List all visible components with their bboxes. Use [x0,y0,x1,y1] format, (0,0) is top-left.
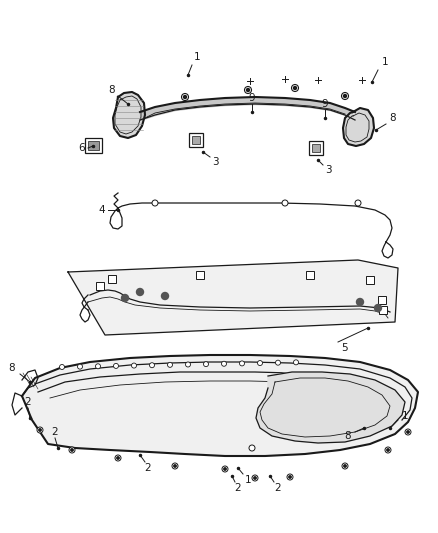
Circle shape [249,445,255,451]
Circle shape [343,94,346,98]
Circle shape [292,85,299,92]
Circle shape [252,475,258,481]
Circle shape [152,200,158,206]
FancyBboxPatch shape [88,141,99,150]
Circle shape [222,361,226,366]
FancyBboxPatch shape [309,141,323,155]
Text: 5: 5 [342,343,348,353]
FancyBboxPatch shape [192,136,200,144]
Polygon shape [68,260,398,335]
Circle shape [121,295,128,302]
Circle shape [115,455,121,461]
Text: 2: 2 [25,397,31,407]
Circle shape [276,360,280,365]
Circle shape [224,468,226,470]
Polygon shape [22,355,418,456]
Circle shape [244,86,251,93]
FancyBboxPatch shape [306,271,314,279]
Circle shape [204,361,208,367]
Circle shape [387,449,389,451]
FancyBboxPatch shape [85,138,102,153]
Text: 4: 4 [99,205,105,215]
Text: 2: 2 [275,483,281,493]
Circle shape [71,449,73,451]
FancyBboxPatch shape [196,271,204,279]
Circle shape [247,88,250,92]
Text: 8: 8 [109,85,115,95]
Circle shape [37,427,43,433]
Text: 1: 1 [245,475,251,485]
Text: 8: 8 [9,363,15,373]
Circle shape [222,466,228,472]
Circle shape [289,476,291,478]
FancyBboxPatch shape [366,276,374,284]
Text: 8: 8 [345,431,351,441]
Circle shape [357,298,364,305]
Circle shape [95,364,100,369]
Circle shape [117,457,119,459]
Circle shape [407,431,409,433]
Circle shape [137,288,144,295]
Text: 2: 2 [235,483,241,493]
Circle shape [149,362,155,368]
Text: 8: 8 [390,113,396,123]
Circle shape [78,364,82,369]
Circle shape [167,362,173,367]
FancyBboxPatch shape [379,306,387,314]
Text: 3: 3 [325,165,331,175]
Circle shape [172,463,178,469]
Circle shape [342,463,348,469]
FancyBboxPatch shape [108,275,116,283]
Circle shape [355,200,361,206]
Circle shape [113,364,119,368]
Circle shape [258,360,262,366]
Text: 3: 3 [212,157,218,167]
Circle shape [374,304,381,311]
Circle shape [181,93,188,101]
Text: 2: 2 [52,427,58,437]
FancyBboxPatch shape [96,282,104,290]
Polygon shape [343,108,374,146]
Circle shape [254,477,256,479]
Circle shape [60,365,64,369]
Circle shape [405,429,411,435]
FancyBboxPatch shape [378,296,386,304]
Circle shape [174,465,176,467]
Circle shape [282,200,288,206]
Text: 9: 9 [321,99,328,109]
Circle shape [344,465,346,467]
Circle shape [385,447,391,453]
Circle shape [287,474,293,480]
FancyBboxPatch shape [312,144,320,152]
Circle shape [293,86,297,90]
FancyBboxPatch shape [189,133,203,147]
Text: 1: 1 [402,411,408,421]
Text: 9: 9 [249,93,255,103]
Text: 2: 2 [145,463,151,473]
Circle shape [293,360,299,365]
Polygon shape [256,372,405,443]
Text: 1: 1 [194,52,200,62]
Circle shape [342,93,349,100]
Circle shape [240,361,244,366]
Circle shape [39,429,41,431]
Text: 1: 1 [381,57,389,67]
Circle shape [184,95,187,99]
Polygon shape [113,92,145,138]
Circle shape [162,293,169,300]
Text: 6: 6 [79,143,85,153]
Circle shape [186,362,191,367]
Circle shape [131,363,137,368]
Circle shape [69,447,75,453]
